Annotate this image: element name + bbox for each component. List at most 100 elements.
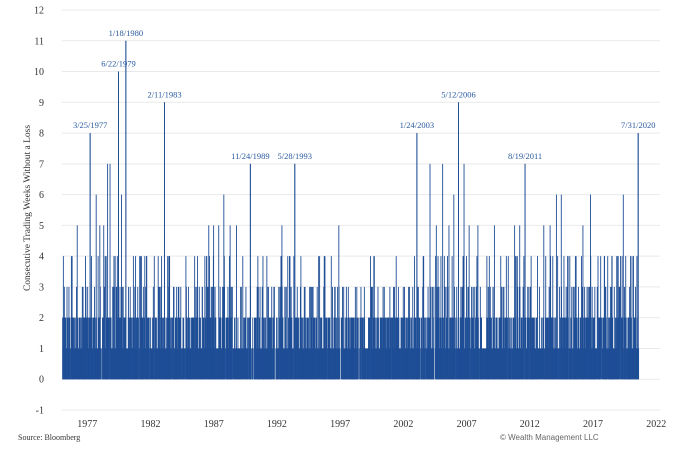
streak-bar [115,286,117,380]
streak-bar [321,317,323,380]
peak-bar [294,163,296,380]
y-tick-label: 2 [39,313,44,324]
streak-bar [316,286,318,380]
streak-bar [606,348,608,380]
streak-bar [595,348,597,380]
streak-bar [107,163,109,380]
streak-bar [448,225,450,380]
streak-bar [427,348,429,380]
streak-bar [156,317,158,380]
streak-bar [277,348,279,380]
streak-bar [390,317,392,380]
streak-bar [204,317,206,380]
streak-bar [163,348,165,380]
streak-bar [506,348,508,380]
streak-bar [298,348,300,380]
streak-bar [319,317,321,380]
streak-bar [422,286,424,380]
streak-bar [192,317,194,380]
streak-bar [147,317,149,380]
streak-bar [365,348,367,380]
streak-bar [527,317,529,380]
streak-bar [316,317,318,380]
streak-bar [397,286,399,380]
streak-bar [437,256,439,380]
streak-bar [578,286,580,380]
streak-bar [371,286,373,380]
streak-bar [347,286,349,380]
streak-bar [127,348,128,380]
streak-bar [524,317,526,380]
streak-bar [583,348,585,380]
streak-bar [224,286,226,380]
streak-bar [442,163,444,380]
streak-bar [114,256,116,380]
streak-bar [633,256,634,380]
streak-bar [214,286,216,380]
streak-bar [183,348,185,380]
streak-bar [182,348,184,380]
streak-bar [222,286,224,380]
streak-bar [202,348,204,380]
streak-bar [112,286,114,380]
streak-bar [357,348,359,380]
streak-bar [260,348,262,380]
streak-bar [488,286,490,380]
streak-bar [144,256,146,380]
streak-bar [141,317,143,380]
streak-bar [103,286,105,380]
streak-bar [414,317,416,380]
streak-bar [466,256,467,380]
streak-bar [159,348,161,380]
streak-bar [108,317,110,380]
streak-bar [549,225,551,380]
streak-bar [76,348,78,380]
streak-bar [569,256,571,380]
streak-bar [167,256,169,380]
streak-bar [599,317,601,380]
streak-bar [519,317,521,380]
streak-bar [108,348,110,380]
streak-bar [455,348,457,380]
streak-bar [478,348,480,380]
streak-bar [432,348,434,380]
streak-bar [79,317,81,380]
streak-bar [161,348,163,380]
streak-bar [538,348,540,380]
streak-bar [289,317,291,380]
streak-bar [438,317,440,380]
streak-bar [312,286,314,380]
streak-bar [221,317,223,380]
streak-bar [381,317,383,380]
streak-bar [332,286,333,380]
streak-bar [152,317,154,380]
y-tick-label: -1 [36,406,44,417]
streak-bar [515,256,517,380]
streak-bar [81,286,83,380]
streak-bar [446,317,448,380]
streak-bar [173,286,174,380]
streak-bar [585,317,587,380]
streak-bar [590,256,592,380]
y-tick-label: 11 [34,36,44,47]
streak-bar [449,317,451,380]
y-tick-label: 7 [39,159,44,170]
streak-bar [128,348,130,380]
streak-bar [215,317,217,380]
peak-annotation: 11/24/1989 [231,151,269,161]
streak-bar [223,194,225,380]
streak-bar [554,317,556,380]
streak-bar [194,286,196,380]
streak-bar [410,348,412,380]
streak-bar [433,286,435,380]
streak-bar [228,348,230,380]
streak-bar [548,286,550,380]
streak-bar [537,256,538,380]
streak-bar [468,286,470,380]
streak-bar [431,286,433,380]
streak-bar [625,348,627,380]
streak-bar [185,256,187,380]
streak-bar [314,348,316,380]
streak-bar [242,348,244,380]
